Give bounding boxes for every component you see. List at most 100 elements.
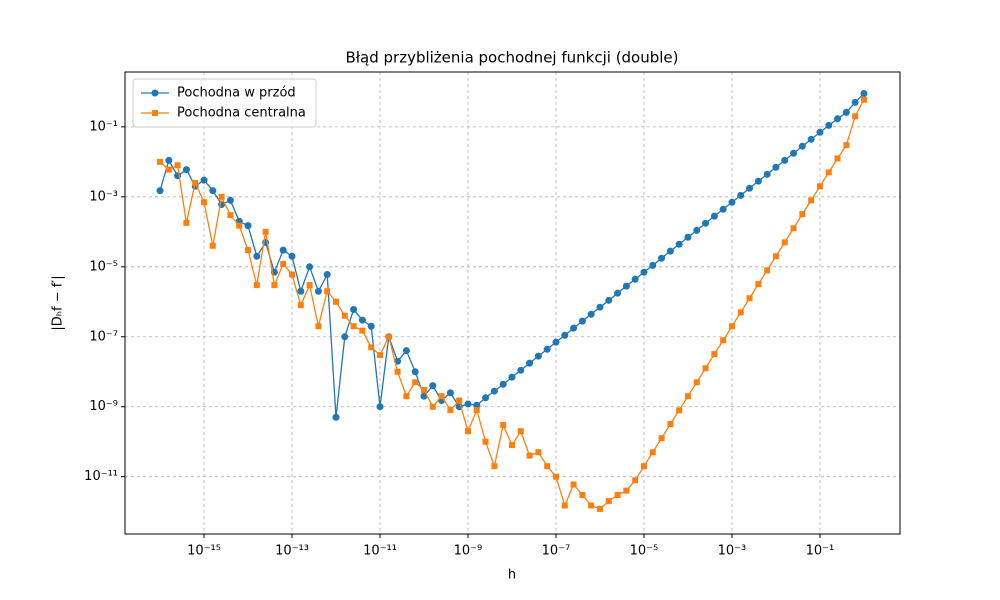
marker [710, 212, 718, 220]
marker [182, 166, 190, 174]
marker [640, 463, 647, 470]
marker [754, 177, 762, 185]
marker [245, 247, 252, 254]
marker [614, 491, 621, 498]
y-tick-label: 10⁻⁹ [89, 399, 118, 414]
marker [587, 310, 595, 318]
marker [376, 403, 384, 411]
marker [358, 316, 366, 324]
marker [596, 303, 604, 311]
marker [860, 89, 868, 97]
marker [262, 228, 269, 235]
marker [508, 373, 516, 381]
marker [702, 219, 710, 227]
marker [570, 481, 577, 488]
marker [499, 380, 507, 388]
marker [500, 422, 507, 429]
marker [385, 333, 392, 340]
marker [402, 347, 410, 355]
legend-box [132, 78, 317, 128]
marker [720, 337, 727, 344]
marker [482, 394, 490, 402]
marker [226, 196, 234, 204]
marker [640, 268, 648, 276]
marker [297, 287, 305, 295]
legend-label: Pochodna centralna [177, 106, 306, 121]
marker [473, 401, 481, 409]
x-tick-label: 10⁻⁷ [542, 544, 571, 559]
marker [852, 113, 859, 120]
marker [526, 359, 534, 367]
marker [165, 156, 173, 164]
marker [253, 282, 260, 289]
marker [324, 288, 331, 295]
marker [200, 176, 208, 184]
marker [816, 128, 824, 136]
marker [631, 275, 639, 283]
marker [165, 166, 172, 173]
marker [746, 184, 754, 192]
marker [719, 205, 727, 213]
x-tick-label: 10⁻⁵ [630, 544, 659, 559]
marker [825, 169, 832, 176]
marker [684, 393, 691, 400]
marker [578, 317, 586, 325]
marker [843, 142, 850, 149]
marker [218, 193, 225, 200]
marker [446, 389, 454, 397]
marker [368, 344, 375, 351]
marker [658, 254, 666, 262]
x-tick-label: 10⁻¹¹ [363, 544, 397, 559]
plot-frame [124, 71, 901, 535]
marker [183, 219, 190, 226]
marker [693, 379, 700, 386]
y-tick-label: 10⁻⁵ [89, 259, 118, 274]
legend-label: Pochodna w przód [177, 86, 296, 101]
marker [676, 407, 683, 414]
marker [570, 324, 578, 332]
marker [772, 163, 780, 171]
marker [517, 366, 525, 374]
marker [737, 309, 744, 316]
marker [314, 287, 322, 295]
marker [798, 142, 806, 150]
marker [605, 498, 612, 505]
y-tick-label: 10⁻¹¹ [84, 469, 118, 484]
marker [711, 351, 718, 358]
marker [456, 397, 463, 404]
x-tick-label: 10⁻¹³ [275, 544, 309, 559]
marker [411, 368, 419, 376]
marker [157, 158, 164, 165]
marker [482, 438, 489, 445]
marker [561, 502, 568, 509]
marker [332, 413, 340, 421]
marker [174, 162, 181, 169]
marker [728, 198, 736, 206]
marker [772, 253, 779, 260]
marker [341, 312, 348, 319]
marker [851, 98, 859, 106]
x-tick-label: 10⁻⁹ [454, 544, 483, 559]
marker [764, 267, 771, 274]
marker [799, 211, 806, 218]
marker [464, 428, 471, 435]
marker [288, 252, 296, 260]
x-tick-label: 10⁻¹⁵ [187, 544, 221, 559]
marker [535, 449, 542, 456]
marker [306, 263, 314, 271]
marker [543, 345, 551, 353]
marker [746, 295, 753, 302]
marker [359, 327, 366, 334]
marker [253, 252, 261, 260]
marker [491, 463, 498, 470]
chart-title: Błąd przybliżenia pochodnej funkcji (dou… [345, 49, 678, 67]
marker [684, 233, 692, 241]
marker [376, 352, 383, 359]
marker [156, 187, 164, 195]
marker [209, 242, 216, 249]
marker [394, 368, 401, 375]
marker [842, 108, 850, 116]
marker [808, 197, 815, 204]
marker [834, 155, 841, 162]
